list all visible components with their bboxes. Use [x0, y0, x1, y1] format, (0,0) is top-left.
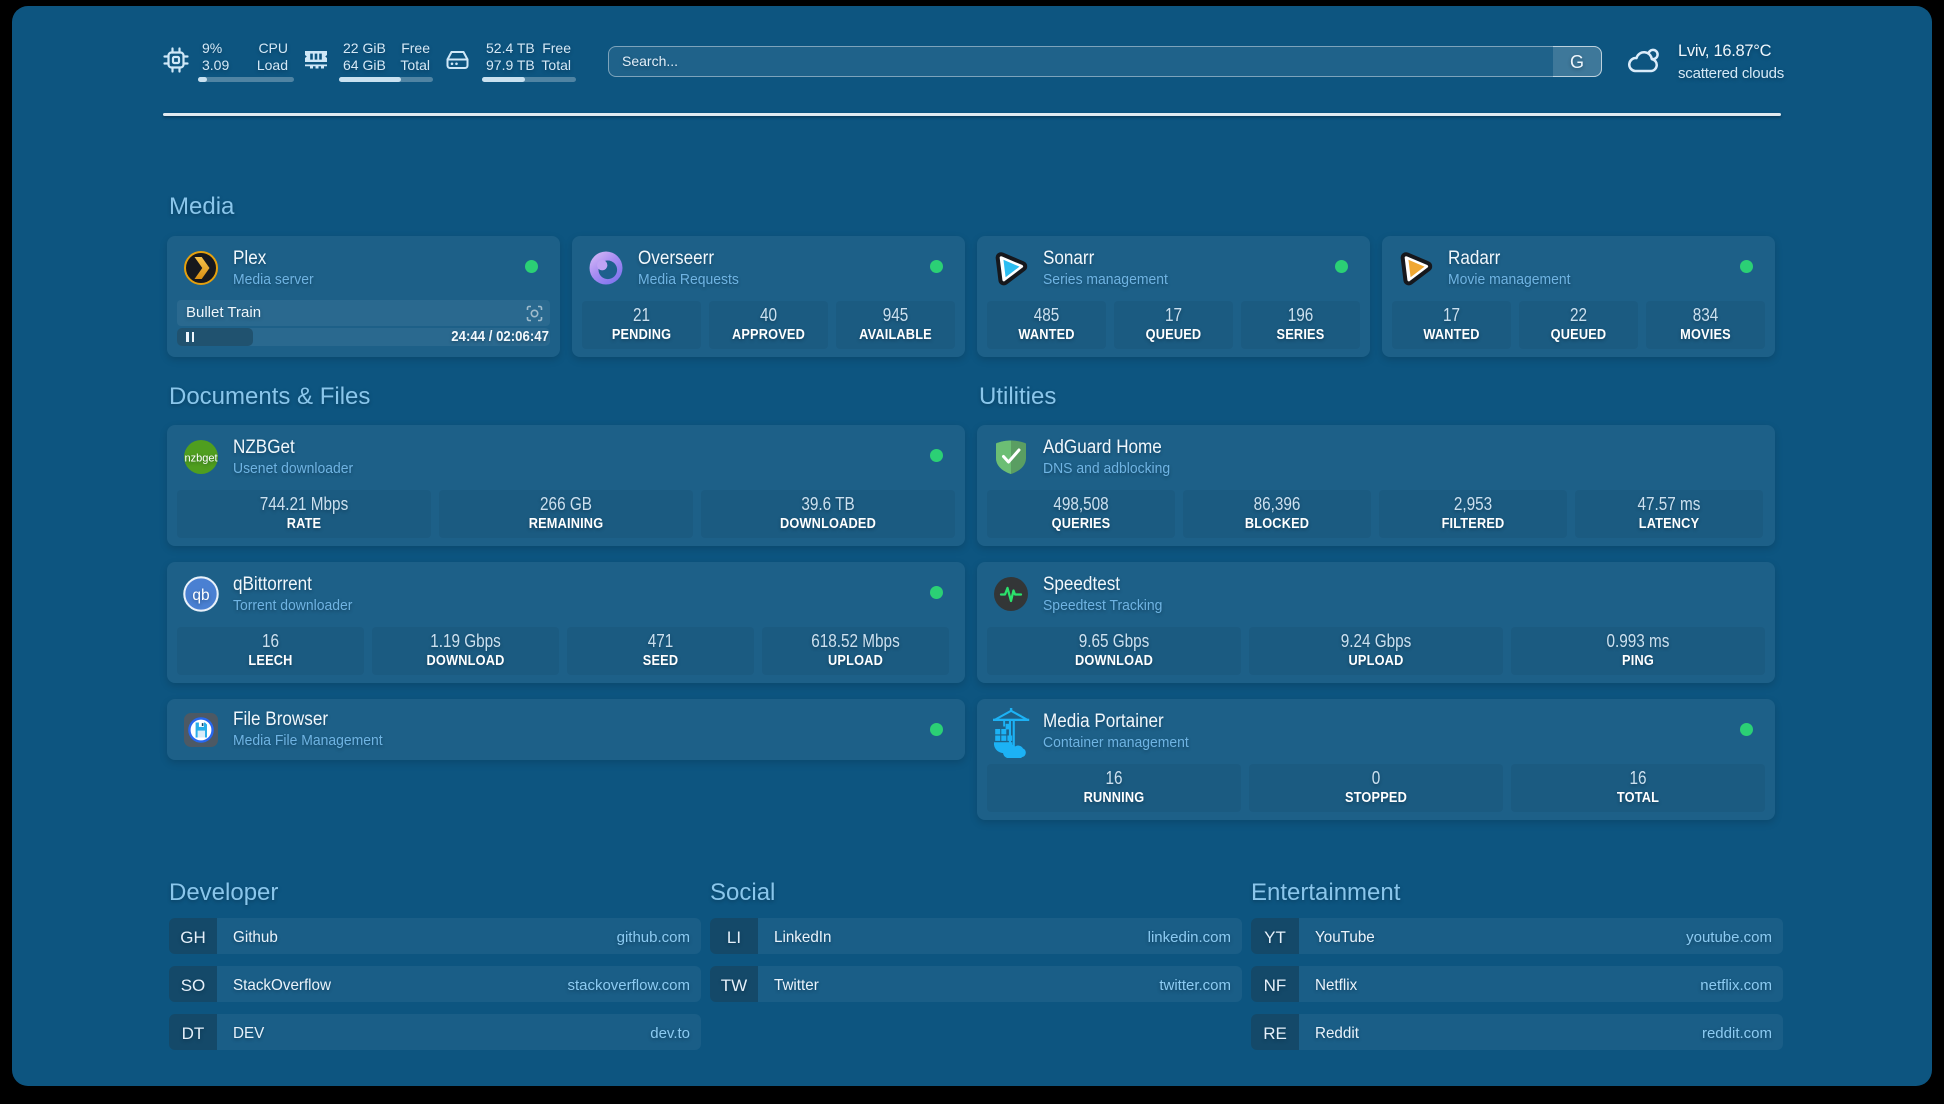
svg-text:nzbget: nzbget — [184, 453, 217, 465]
svg-text:qb: qb — [192, 587, 209, 604]
